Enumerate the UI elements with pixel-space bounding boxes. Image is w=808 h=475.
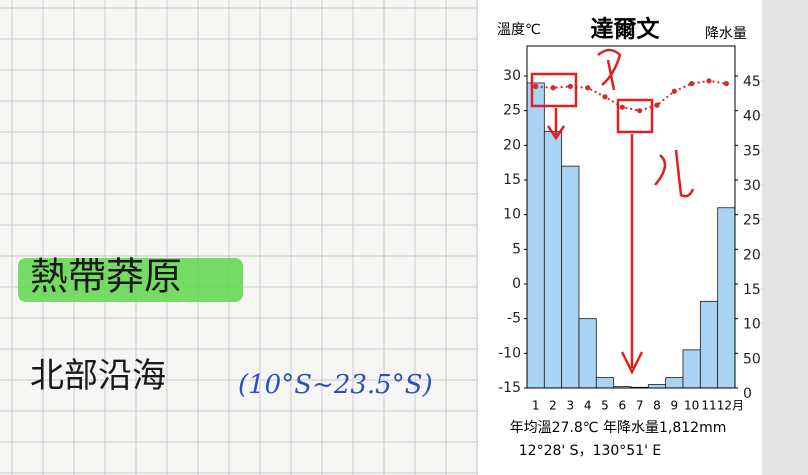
x-tick-label: 8 [653,399,661,413]
card-background [478,0,762,475]
pen-box [616,98,654,134]
y-tick-label: -10 [498,345,521,361]
footer-line: 12°28' S，130°51' E [519,443,662,459]
bar [526,82,545,389]
y2-tick-label: 450 [743,74,770,90]
y2-axis-label: 降水量 [705,26,747,42]
y-tick-label: -15 [498,380,521,396]
temperature-point [637,108,643,114]
chart-title: 達爾文 [591,16,661,43]
x-tick-label: 12月 [717,399,744,413]
y2-tick-label: 300 [743,178,770,194]
x-tick-label: 2 [549,399,557,413]
x-tick-label: 11 [701,399,716,413]
bar [543,131,563,389]
bar [647,384,667,389]
temperature-point [654,102,660,108]
y2-tick-label: 200 [743,247,770,263]
y2-tick-label: 250 [743,213,770,229]
x-tick-label: 5 [601,399,609,413]
x-tick-label: 7 [636,399,644,413]
right-margin [762,0,808,475]
note-latitude: (10°S~23.5°S) [238,370,433,400]
x-tick-label: 3 [567,399,575,413]
pen-arrow [546,108,566,141]
y-tick-label: 15 [503,172,521,188]
bar [699,300,719,389]
x-tick-label: 4 [584,399,592,413]
temperature-point [550,85,556,91]
y2-tick-label: 0 [743,386,752,402]
y-tick-label: 20 [503,137,521,153]
footer-line: 年均溫27.8℃ 年降水量1,812mm [510,420,727,436]
bar [561,165,580,389]
pen-scribble [597,48,695,198]
pen-annotations [530,48,695,375]
bar [595,377,615,389]
y-tick-label: -5 [507,311,521,327]
y-axis-label: 溫度℃ [497,22,541,38]
note-topic: 熱帶莽原 [30,255,182,299]
temperature-point [671,88,677,94]
y-tick-label: 10 [503,207,521,223]
temperature-point [602,94,608,100]
bar [717,207,736,389]
x-tick-label: 9 [671,399,679,413]
x-tick-label: 6 [619,399,627,413]
y2-tick-label: 50 [743,351,761,367]
x-tick-label: 10 [684,399,699,413]
x-tick-label: 1 [532,399,540,413]
notebook-grid [0,0,480,475]
note-region: 北部沿海 [30,356,166,396]
y2-tick-label: 350 [743,143,770,159]
bar [682,349,701,389]
bar [665,377,684,389]
temperature-line [535,79,727,112]
y-tick-label: 0 [512,276,521,292]
temperature-point [619,104,625,110]
bar [578,318,597,389]
plot-frame [526,45,736,389]
temperature-point [723,81,729,87]
y2-tick-label: 150 [743,282,770,298]
y2-tick-label: 100 [743,317,770,333]
y2-tick-label: 400 [743,109,770,125]
pen-arrow [620,134,644,375]
temperature-point [585,85,591,91]
chart-card: 溫度℃ 達爾文 降水量 年均溫27.8℃ 年降水量1,812mm 12°28' … [478,0,770,475]
y-tick-label: 30 [503,68,521,84]
y-tick-label: 5 [512,241,521,257]
pen-box [530,72,578,108]
temperature-point [533,83,539,89]
temperature-point [689,81,695,87]
temperature-point [706,78,712,84]
chart: 溫度℃ 達爾文 降水量 年均溫27.8℃ 年降水量1,812mm 12°28' … [497,16,770,460]
y-tick-label: 25 [503,103,521,119]
highlight [18,258,243,302]
temperature-point [567,83,573,89]
